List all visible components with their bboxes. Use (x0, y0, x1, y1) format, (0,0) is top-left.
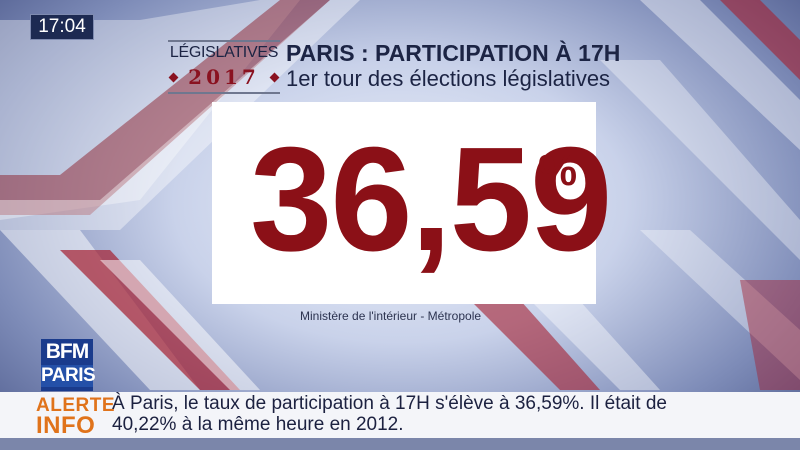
page-subtitle: 1er tour des élections législatives (286, 66, 611, 91)
info-label: INFO (36, 412, 96, 439)
ticker-text-line-2: 40,22% à la même heure en 2012. (112, 414, 404, 435)
participation-value: 36,59 (250, 117, 612, 282)
bottom-bar (0, 438, 800, 450)
clock: 17:04 (30, 14, 94, 40)
value-panel: 36,59 % (212, 102, 612, 304)
logo-label: LÉGISLATIVES (169, 44, 279, 61)
page-title: PARIS : PARTICIPATION À 17H (286, 40, 621, 66)
source-note: Ministère de l'intérieur - Métropole (300, 309, 482, 323)
channel-logo-bottom: PARIS (41, 365, 96, 387)
news-ticker (0, 392, 800, 438)
channel-logo-top: BFM (45, 340, 90, 363)
logo-year: 2017 (188, 65, 260, 89)
ticker-text-line-1: À Paris, le taux de participation à 17H … (112, 393, 667, 414)
alert-label: ALERTE (36, 395, 115, 416)
percent-sign: % (538, 146, 578, 195)
elections-logo: LÉGISLATIVES 2017 (168, 40, 280, 94)
alert-badge: ALERTE INFO (36, 395, 115, 439)
channel-logo: BFM PARIS (41, 339, 96, 391)
